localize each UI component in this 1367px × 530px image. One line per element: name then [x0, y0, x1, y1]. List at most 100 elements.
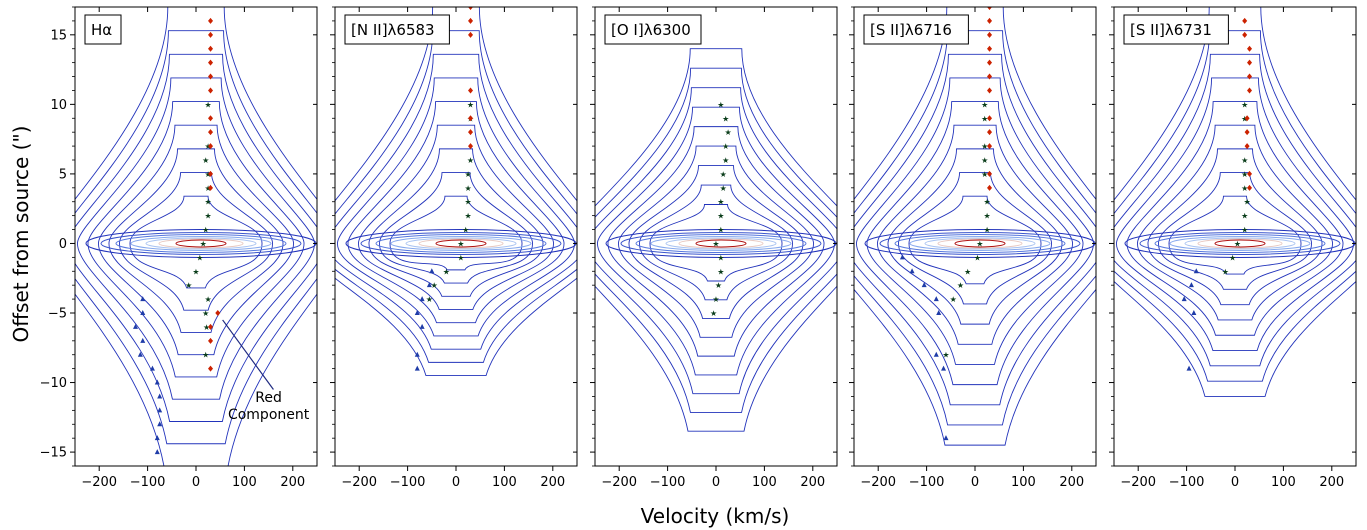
contour-line	[175, 239, 227, 248]
contour-line	[1114, 30, 1356, 382]
blue-marker	[419, 296, 425, 302]
red-marker	[987, 7, 993, 10]
contour-line	[358, 124, 554, 310]
red-marker	[208, 337, 214, 344]
center-marker: ★	[1241, 184, 1248, 193]
contour-group: ★ ★ ★ ★ ★ ★ ★ ★ ★ ★ ★ ★ ★ ★ ★ ★	[595, 48, 837, 432]
contour-line	[635, 233, 807, 253]
contour-line	[360, 231, 562, 255]
contour-line	[115, 233, 287, 253]
contour-line	[98, 124, 294, 356]
red-marker	[1244, 143, 1250, 150]
blue-marker	[429, 268, 435, 274]
red-marker	[987, 115, 993, 122]
blue-marker	[943, 435, 949, 441]
center-marker: ★	[715, 281, 722, 290]
center-marker: ★	[457, 239, 464, 248]
contour-line	[954, 239, 1006, 248]
center-marker: ★	[467, 100, 474, 109]
contour-group: ★★★★★★★★★★★★★	[335, 7, 577, 377]
contour-line	[909, 235, 1051, 251]
blue-marker	[414, 351, 420, 357]
red-marker	[1242, 31, 1248, 38]
contour-line	[628, 165, 804, 320]
contour-line	[595, 87, 837, 395]
contour-line	[335, 53, 577, 350]
center-marker: ★	[717, 212, 724, 221]
panel-label-text: [S II]λ6731	[1130, 21, 1212, 39]
red-marker	[1242, 17, 1248, 24]
contour-line	[337, 77, 575, 337]
contour-line	[894, 233, 1066, 253]
red-marker	[1247, 170, 1253, 177]
contour-line	[1169, 235, 1311, 251]
center-marker: ★	[465, 212, 472, 221]
contour-line	[1137, 124, 1333, 321]
red-marker	[987, 129, 993, 136]
x-tick-label: 100	[752, 475, 777, 490]
x-tick-label: −200	[1120, 475, 1156, 490]
x-tick-label: 0	[192, 475, 200, 490]
center-marker: ★	[957, 281, 964, 290]
contour-line	[1168, 195, 1302, 275]
contour-line	[879, 231, 1081, 255]
panel-label: [O I]λ6300	[604, 14, 702, 45]
contour-line	[390, 235, 532, 251]
red-marker	[468, 31, 474, 38]
red-marker	[1244, 115, 1250, 122]
contour-line	[335, 7, 577, 377]
center-marker: ★	[1241, 100, 1248, 109]
contour-line	[130, 235, 272, 251]
contour-line	[375, 233, 547, 253]
x-tick-label: −200	[860, 475, 896, 490]
blue-marker	[414, 310, 420, 315]
center-marker: ★	[950, 295, 957, 304]
center-marker: ★	[205, 198, 212, 207]
center-marker: ★	[984, 226, 991, 235]
x-tick-label: 0	[971, 475, 979, 490]
contour-line	[1154, 233, 1326, 253]
center-marker: ★	[976, 239, 983, 248]
center-marker: ★	[981, 170, 988, 179]
y-tick-label: 0	[59, 237, 67, 252]
x-tick-label: −100	[1169, 475, 1205, 490]
blue-marker	[137, 351, 143, 357]
red-marker	[208, 143, 214, 150]
center-marker: ★	[202, 309, 209, 318]
x-tick-label: 0	[1231, 475, 1239, 490]
panel-5: ★★★★★★★★★★★−200 −100 0 100 200[S II]λ6731	[1109, 6, 1357, 490]
contour-line	[856, 77, 1094, 386]
red-marker	[208, 45, 214, 52]
panel-label-text: [S II]λ6716	[870, 21, 952, 39]
blue-marker	[149, 365, 155, 371]
annotation-arrow	[222, 319, 274, 390]
red-marker	[1247, 45, 1253, 52]
blue-marker	[936, 310, 942, 315]
contour-line	[119, 172, 273, 311]
panel-3: ★ ★ ★ ★ ★ ★ ★ ★ ★ ★ ★ ★ ★ ★ ★ ★ −200 −100 0 100 200 [O I]λ630…	[590, 6, 838, 490]
center-marker: ★	[462, 226, 469, 235]
center-marker: ★	[720, 184, 727, 193]
contour-line	[1147, 148, 1323, 306]
red-marker	[468, 17, 474, 24]
center-marker: ★	[202, 351, 209, 360]
contour-line	[1184, 237, 1296, 250]
contour-line	[639, 184, 793, 301]
x-axis-title: Velocity (km/s)	[641, 504, 790, 528]
red-marker	[208, 87, 214, 94]
contour-line	[1126, 101, 1344, 336]
blue-marker	[157, 421, 163, 427]
x-tick-label: −200	[341, 475, 377, 490]
blue-marker	[426, 282, 432, 288]
red-marker	[987, 143, 993, 150]
contour-line	[75, 53, 317, 422]
contour-line	[695, 239, 747, 248]
red-marker	[987, 59, 993, 66]
center-marker: ★	[984, 198, 991, 207]
center-marker: ★	[1241, 212, 1248, 221]
contour-group: ★★★★★★★★★★★★★★	[854, 7, 1096, 446]
contour-line	[368, 148, 544, 297]
contour-group: ★★★★★★★★★★★	[1114, 7, 1356, 397]
panel-label: [S II]λ6716	[863, 14, 969, 45]
center-marker: ★	[1241, 170, 1248, 179]
